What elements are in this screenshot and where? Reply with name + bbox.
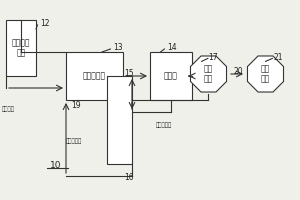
- Bar: [66, 52, 123, 100]
- Text: 生物反应器: 生物反应器: [83, 72, 106, 80]
- Text: 13: 13: [113, 43, 123, 51]
- Text: 过滤的固体: 过滤的固体: [156, 122, 172, 128]
- Text: 15: 15: [124, 68, 134, 77]
- Text: 14: 14: [167, 43, 177, 51]
- Text: 返回的固体: 返回的固体: [66, 138, 82, 144]
- Text: 19: 19: [71, 100, 81, 110]
- Text: 17: 17: [208, 52, 218, 62]
- Text: 10: 10: [50, 160, 61, 170]
- Polygon shape: [248, 56, 284, 92]
- Text: 过滤器: 过滤器: [164, 72, 178, 80]
- Polygon shape: [190, 56, 226, 92]
- Text: 固体
脱水: 固体 脱水: [204, 64, 213, 84]
- Text: 12: 12: [40, 19, 50, 27]
- Bar: [150, 52, 192, 100]
- Bar: [106, 76, 132, 164]
- Text: 20: 20: [233, 66, 243, 75]
- Bar: [6, 20, 36, 76]
- Text: 洗麻加料
系统: 洗麻加料 系统: [12, 38, 30, 58]
- Text: 水性废水: 水性废水: [2, 106, 14, 112]
- Text: 21: 21: [273, 52, 283, 62]
- Text: 固体
干燥: 固体 干燥: [261, 64, 270, 84]
- Text: 16: 16: [124, 172, 134, 182]
